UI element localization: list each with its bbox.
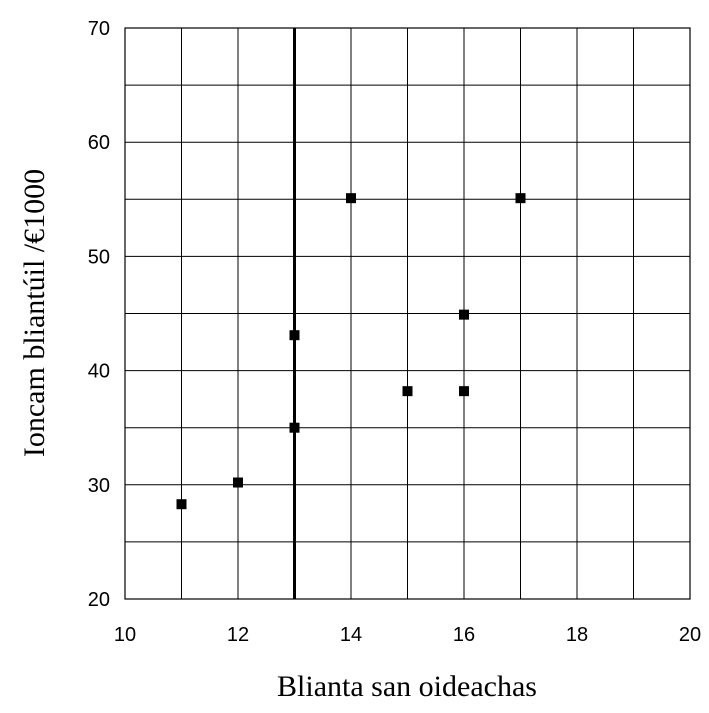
grid (125, 28, 690, 599)
x-tick-label: 16 (453, 624, 475, 646)
y-tick-label: 30 (88, 475, 110, 497)
y-axis-title: Ioncam bliantúil /€1000 (18, 169, 51, 457)
x-axis-title: Blianta san oideachas (277, 670, 537, 703)
x-tick-labels: 10 12 14 16 18 20 (114, 624, 701, 646)
data-point (515, 193, 526, 204)
data-point (459, 386, 469, 397)
data-points (176, 193, 526, 510)
data-point (289, 422, 300, 433)
x-tick-label: 18 (566, 624, 588, 646)
y-tick-label: 20 (88, 589, 110, 611)
x-tick-label: 12 (227, 624, 249, 646)
y-tick-label: 70 (88, 18, 110, 40)
x-tick-label: 14 (340, 624, 362, 646)
data-point (289, 330, 300, 341)
y-tick-label: 60 (88, 132, 110, 154)
data-point (176, 499, 187, 510)
y-tick-label: 40 (88, 361, 110, 383)
x-tick-label: 20 (679, 624, 701, 646)
data-point (233, 477, 243, 488)
data-point (459, 309, 469, 320)
data-point (346, 193, 356, 204)
y-tick-labels: 20 30 40 50 60 70 (88, 18, 110, 611)
y-tick-label: 50 (88, 246, 110, 268)
plot-frame (124, 27, 691, 600)
data-point (402, 386, 413, 397)
x-tick-label: 10 (114, 624, 136, 646)
